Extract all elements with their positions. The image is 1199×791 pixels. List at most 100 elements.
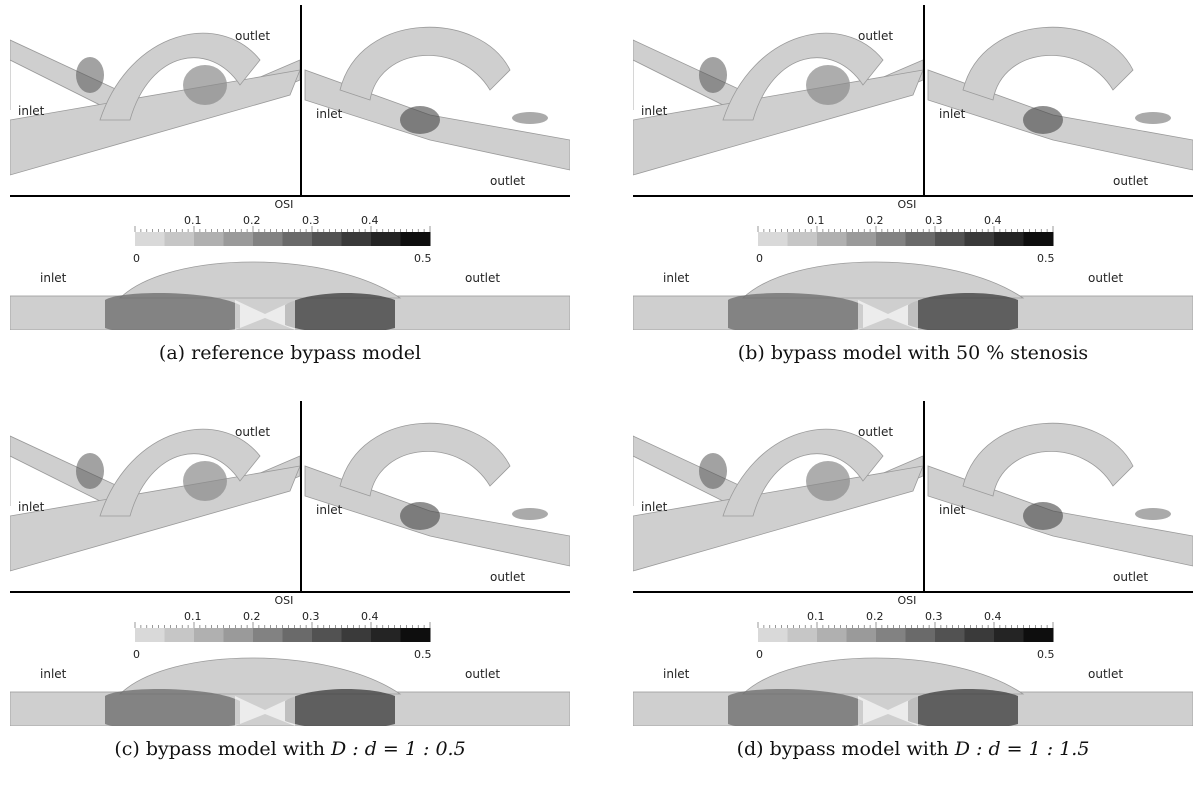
inlet-label: inlet (316, 107, 343, 121)
colorbar-segment (223, 232, 254, 246)
colorbar-segment (341, 628, 372, 642)
colorbar-segment (758, 628, 788, 642)
colorbar-tick-label: 0.4 (984, 214, 1002, 227)
colorbar-tick-label: 0.3 (925, 610, 943, 623)
colorbar-segment (846, 232, 877, 246)
osi-colorbar: OSI 0.1 0.2 0.3 0.4 0 0.5 (756, 198, 1055, 265)
colorbar-segment (135, 232, 165, 246)
top-left-view: inlet outlet (10, 425, 301, 572)
colorbar-max-label: 0.5 (1037, 252, 1055, 265)
colorbar-segment (312, 232, 342, 246)
inlet-label: inlet (40, 667, 67, 681)
inlet-label: inlet (939, 503, 966, 517)
colorbar-max-label: 0.5 (414, 252, 432, 265)
colorbar-segment (935, 232, 965, 246)
outlet-label: outlet (1088, 271, 1123, 285)
outlet-label: outlet (1113, 570, 1148, 584)
top-left-view: inlet outlet (10, 29, 301, 176)
colorbar-title: OSI (275, 198, 294, 211)
osi-colorbar: OSI 0.1 0.2 0.3 0.4 0 0.5 (133, 198, 432, 265)
caption-math: D : d = 1 : 1.5 (954, 738, 1090, 760)
colorbar-min-label: 0 (756, 648, 763, 661)
colorbar-tick-label: 0.4 (361, 214, 379, 227)
colorbar-segment (817, 232, 847, 246)
colorbar-segment (282, 628, 313, 642)
colorbar-segment (817, 628, 847, 642)
colorbar-tick-label: 0.4 (984, 610, 1002, 623)
colorbar-title: OSI (898, 594, 917, 607)
caption-text: (c) bypass model with (114, 738, 325, 760)
figure-panel-b: inlet outlet inlet outlet OSI 0.1 0.2 0.3 0.4 0 0.… (633, 0, 1193, 395)
colorbar-segment (164, 232, 195, 246)
colorbar-tick-label: 0.2 (866, 610, 884, 623)
inlet-label: inlet (641, 104, 668, 118)
osi-colorbar: OSI 0.1 0.2 0.3 0.4 0 0.5 (133, 594, 432, 661)
inlet-label: inlet (316, 503, 343, 517)
outlet-label: outlet (465, 271, 500, 285)
colorbar-segment (846, 628, 877, 642)
osi-visualization: inlet outlet inlet outlet OSI 0.1 0.2 0.3 0.4 0 0.… (10, 5, 570, 330)
outlet-label: outlet (858, 29, 893, 43)
colorbar-title: OSI (898, 198, 917, 211)
colorbar-max-label: 0.5 (1037, 648, 1055, 661)
osi-visualization: inlet outlet inlet outlet OSI 0.1 0.2 0.3 0.4 0 0.… (633, 401, 1193, 726)
panel-caption: (c) bypass model with D : d = 1 : 0.5 (10, 738, 570, 760)
bottom-side-view: inlet outlet (10, 261, 570, 330)
colorbar-max-label: 0.5 (414, 648, 432, 661)
osi-colorbar: OSI 0.1 0.2 0.3 0.4 0 0.5 (756, 594, 1055, 661)
colorbar-segment (194, 628, 224, 642)
colorbar-segment (876, 628, 906, 642)
colorbar-segment (164, 628, 195, 642)
colorbar-segment (758, 232, 788, 246)
figure-panel-c: inlet outlet inlet outlet OSI 0.1 0.2 0.3 0.4 0 0.… (10, 396, 570, 791)
panel-caption: (b) bypass model with 50 % stenosis (737, 342, 1089, 364)
bottom-side-view: inlet outlet (10, 657, 570, 726)
colorbar-tick-label: 0.2 (866, 214, 884, 227)
colorbar-segment (371, 628, 401, 642)
colorbar-segment (400, 628, 431, 642)
colorbar-segment (935, 628, 965, 642)
colorbar-segment (1023, 232, 1054, 246)
colorbar-segment (282, 232, 313, 246)
colorbar-segment (905, 628, 936, 642)
colorbar-segment (312, 628, 342, 642)
figure-panel-d: inlet outlet inlet outlet OSI 0.1 0.2 0.3 0.4 0 0.… (633, 396, 1193, 791)
colorbar-tick-label: 0.1 (184, 610, 202, 623)
colorbar-tick-label: 0.3 (302, 610, 320, 623)
colorbar-segment (964, 232, 995, 246)
top-right-view: inlet outlet (927, 422, 1193, 584)
colorbar-title: OSI (275, 594, 294, 607)
top-left-view: inlet outlet (633, 29, 924, 176)
outlet-label: outlet (490, 174, 525, 188)
colorbar-segment (787, 628, 818, 642)
inlet-label: inlet (18, 500, 45, 514)
inlet-label: inlet (40, 271, 67, 285)
colorbar-segment (905, 232, 936, 246)
inlet-label: inlet (18, 104, 45, 118)
figure-panel-a: inlet outlet inlet outlet OSI 0.1 0.2 0.3 0.4 0 0.… (10, 0, 570, 395)
colorbar-segment (400, 232, 431, 246)
outlet-label: outlet (235, 29, 270, 43)
osi-visualization: inlet outlet inlet outlet OSI 0.1 0.2 0.3 0.4 0 0.… (633, 5, 1193, 330)
colorbar-tick-label: 0.3 (302, 214, 320, 227)
inlet-label: inlet (939, 107, 966, 121)
colorbar-segment (994, 232, 1024, 246)
colorbar-tick-label: 0.2 (243, 214, 261, 227)
colorbar-tick-label: 0.1 (807, 610, 825, 623)
colorbar-min-label: 0 (133, 252, 140, 265)
inlet-label: inlet (663, 667, 690, 681)
colorbar-tick-label: 0.4 (361, 610, 379, 623)
panel-caption: (d) bypass model with D : d = 1 : 1.5 (633, 738, 1193, 760)
colorbar-tick-label: 0.2 (243, 610, 261, 623)
caption-math: D : d = 1 : 0.5 (331, 738, 466, 760)
caption-text: (d) bypass model with (736, 738, 949, 760)
colorbar-segment (964, 628, 995, 642)
colorbar-segment (253, 628, 283, 642)
colorbar-segment (194, 232, 224, 246)
colorbar-segment (787, 232, 818, 246)
inlet-label: inlet (641, 500, 668, 514)
colorbar-segment (1023, 628, 1054, 642)
colorbar-tick-label: 0.3 (925, 214, 943, 227)
bottom-side-view: inlet outlet (633, 261, 1193, 330)
colorbar-segment (135, 628, 165, 642)
